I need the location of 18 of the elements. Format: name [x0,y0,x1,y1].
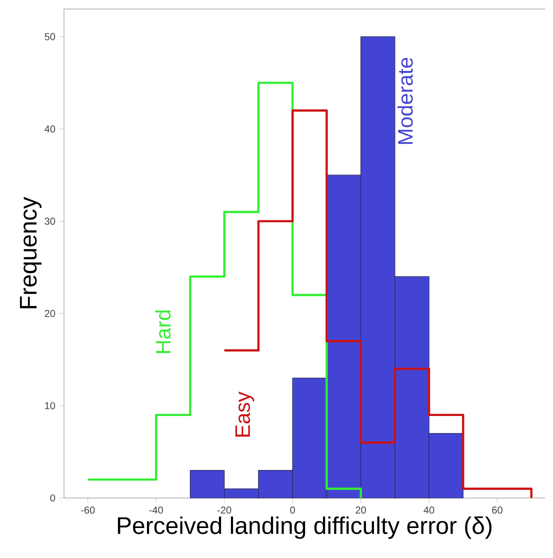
y-tick-label: 30 [44,218,56,225]
y-axis-title: Frequency [20,196,42,308]
text: Moderate [397,58,413,144]
y-tick-label: 20 [44,310,56,318]
x-tick-label: 0 [290,506,295,514]
x-tick-label: -40 [149,506,163,514]
y-tick-label: 0 [50,494,56,502]
x-tick-label: 60 [492,506,502,514]
x-tick-label: -60 [81,506,95,514]
x-tick-label: -20 [218,506,232,514]
x-tick-label: 20 [356,506,366,514]
text: Easy [235,392,254,437]
x-axis-title: Perceived landing difficulty error (δ) [118,516,492,539]
y-tick-label: 50 [44,33,56,40]
x-tick-label: 40 [424,506,434,514]
y-tick-label: 40 [44,125,56,132]
text: Hard [155,310,171,353]
y-tick-label: 10 [45,402,56,410]
